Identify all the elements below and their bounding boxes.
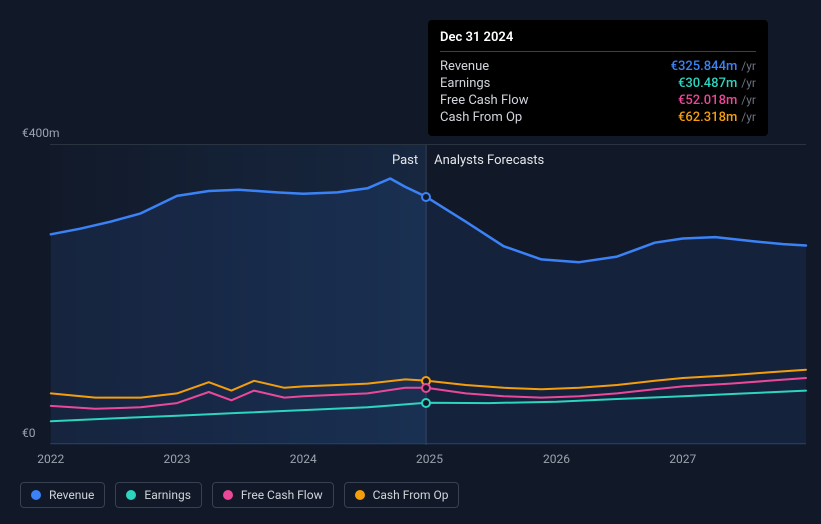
legend-item-free-cash-flow[interactable]: Free Cash Flow	[212, 482, 334, 508]
tooltip-row-value: €30.487m	[678, 76, 737, 91]
legend-swatch	[126, 490, 136, 500]
x-axis-tick: 2024	[290, 452, 317, 466]
tooltip-row-unit: /yr	[741, 93, 756, 107]
x-axis-tick: 2023	[164, 452, 191, 466]
chart-legend: Revenue Earnings Free Cash Flow Cash From O…	[20, 482, 459, 508]
tooltip-row-value: €325.844m	[671, 59, 738, 74]
tooltip-row-label: Revenue	[440, 59, 671, 74]
x-axis-tick: 2027	[669, 452, 696, 466]
legend-label: Cash From Op	[373, 488, 449, 502]
tooltip-row: Free Cash Flow€52.018m/yr	[440, 92, 756, 109]
legend-item-earnings[interactable]: Earnings	[115, 482, 202, 508]
chart-plot-area[interactable]: Past Analysts Forecasts	[50, 144, 806, 444]
tooltip-row-value: €62.318m	[678, 110, 737, 125]
tooltip-row-unit: /yr	[741, 110, 756, 124]
tooltip-row-label: Free Cash Flow	[440, 93, 678, 108]
legend-label: Earnings	[144, 488, 191, 502]
x-axis-tick: 2026	[543, 452, 570, 466]
marker-revenue	[421, 192, 431, 202]
legend-item-cash-from-op[interactable]: Cash From Op	[344, 482, 460, 508]
legend-swatch	[31, 490, 41, 500]
tooltip-row-unit: /yr	[741, 76, 756, 90]
tooltip-row: Revenue€325.844m/yr	[440, 58, 756, 75]
tooltip-row: Earnings€30.487m/yr	[440, 75, 756, 92]
legend-swatch	[223, 490, 233, 500]
marker-free-cash-flow	[421, 383, 431, 393]
legend-item-revenue[interactable]: Revenue	[20, 482, 105, 508]
y-axis-label: €400m	[22, 126, 60, 140]
legend-label: Free Cash Flow	[241, 488, 323, 502]
tooltip-row-value: €52.018m	[678, 93, 737, 108]
tooltip-row-label: Cash From Op	[440, 110, 678, 125]
legend-swatch	[355, 490, 365, 500]
x-axis-tick: 2025	[416, 452, 443, 466]
tooltip-title: Dec 31 2024	[440, 30, 756, 52]
marker-earnings	[421, 398, 431, 408]
y-axis-label: €0	[22, 426, 36, 440]
tooltip-row: Cash From Op€62.318m/yr	[440, 109, 756, 126]
tooltip-row-label: Earnings	[440, 76, 678, 91]
legend-label: Revenue	[49, 488, 94, 502]
x-axis-tick: 2022	[37, 452, 64, 466]
chart-tooltip: Dec 31 2024 Revenue€325.844m/yrEarnings€…	[428, 20, 768, 136]
chart-canvas: Dec 31 2024 Revenue€325.844m/yrEarnings€…	[0, 0, 821, 524]
tooltip-row-unit: /yr	[741, 59, 756, 73]
